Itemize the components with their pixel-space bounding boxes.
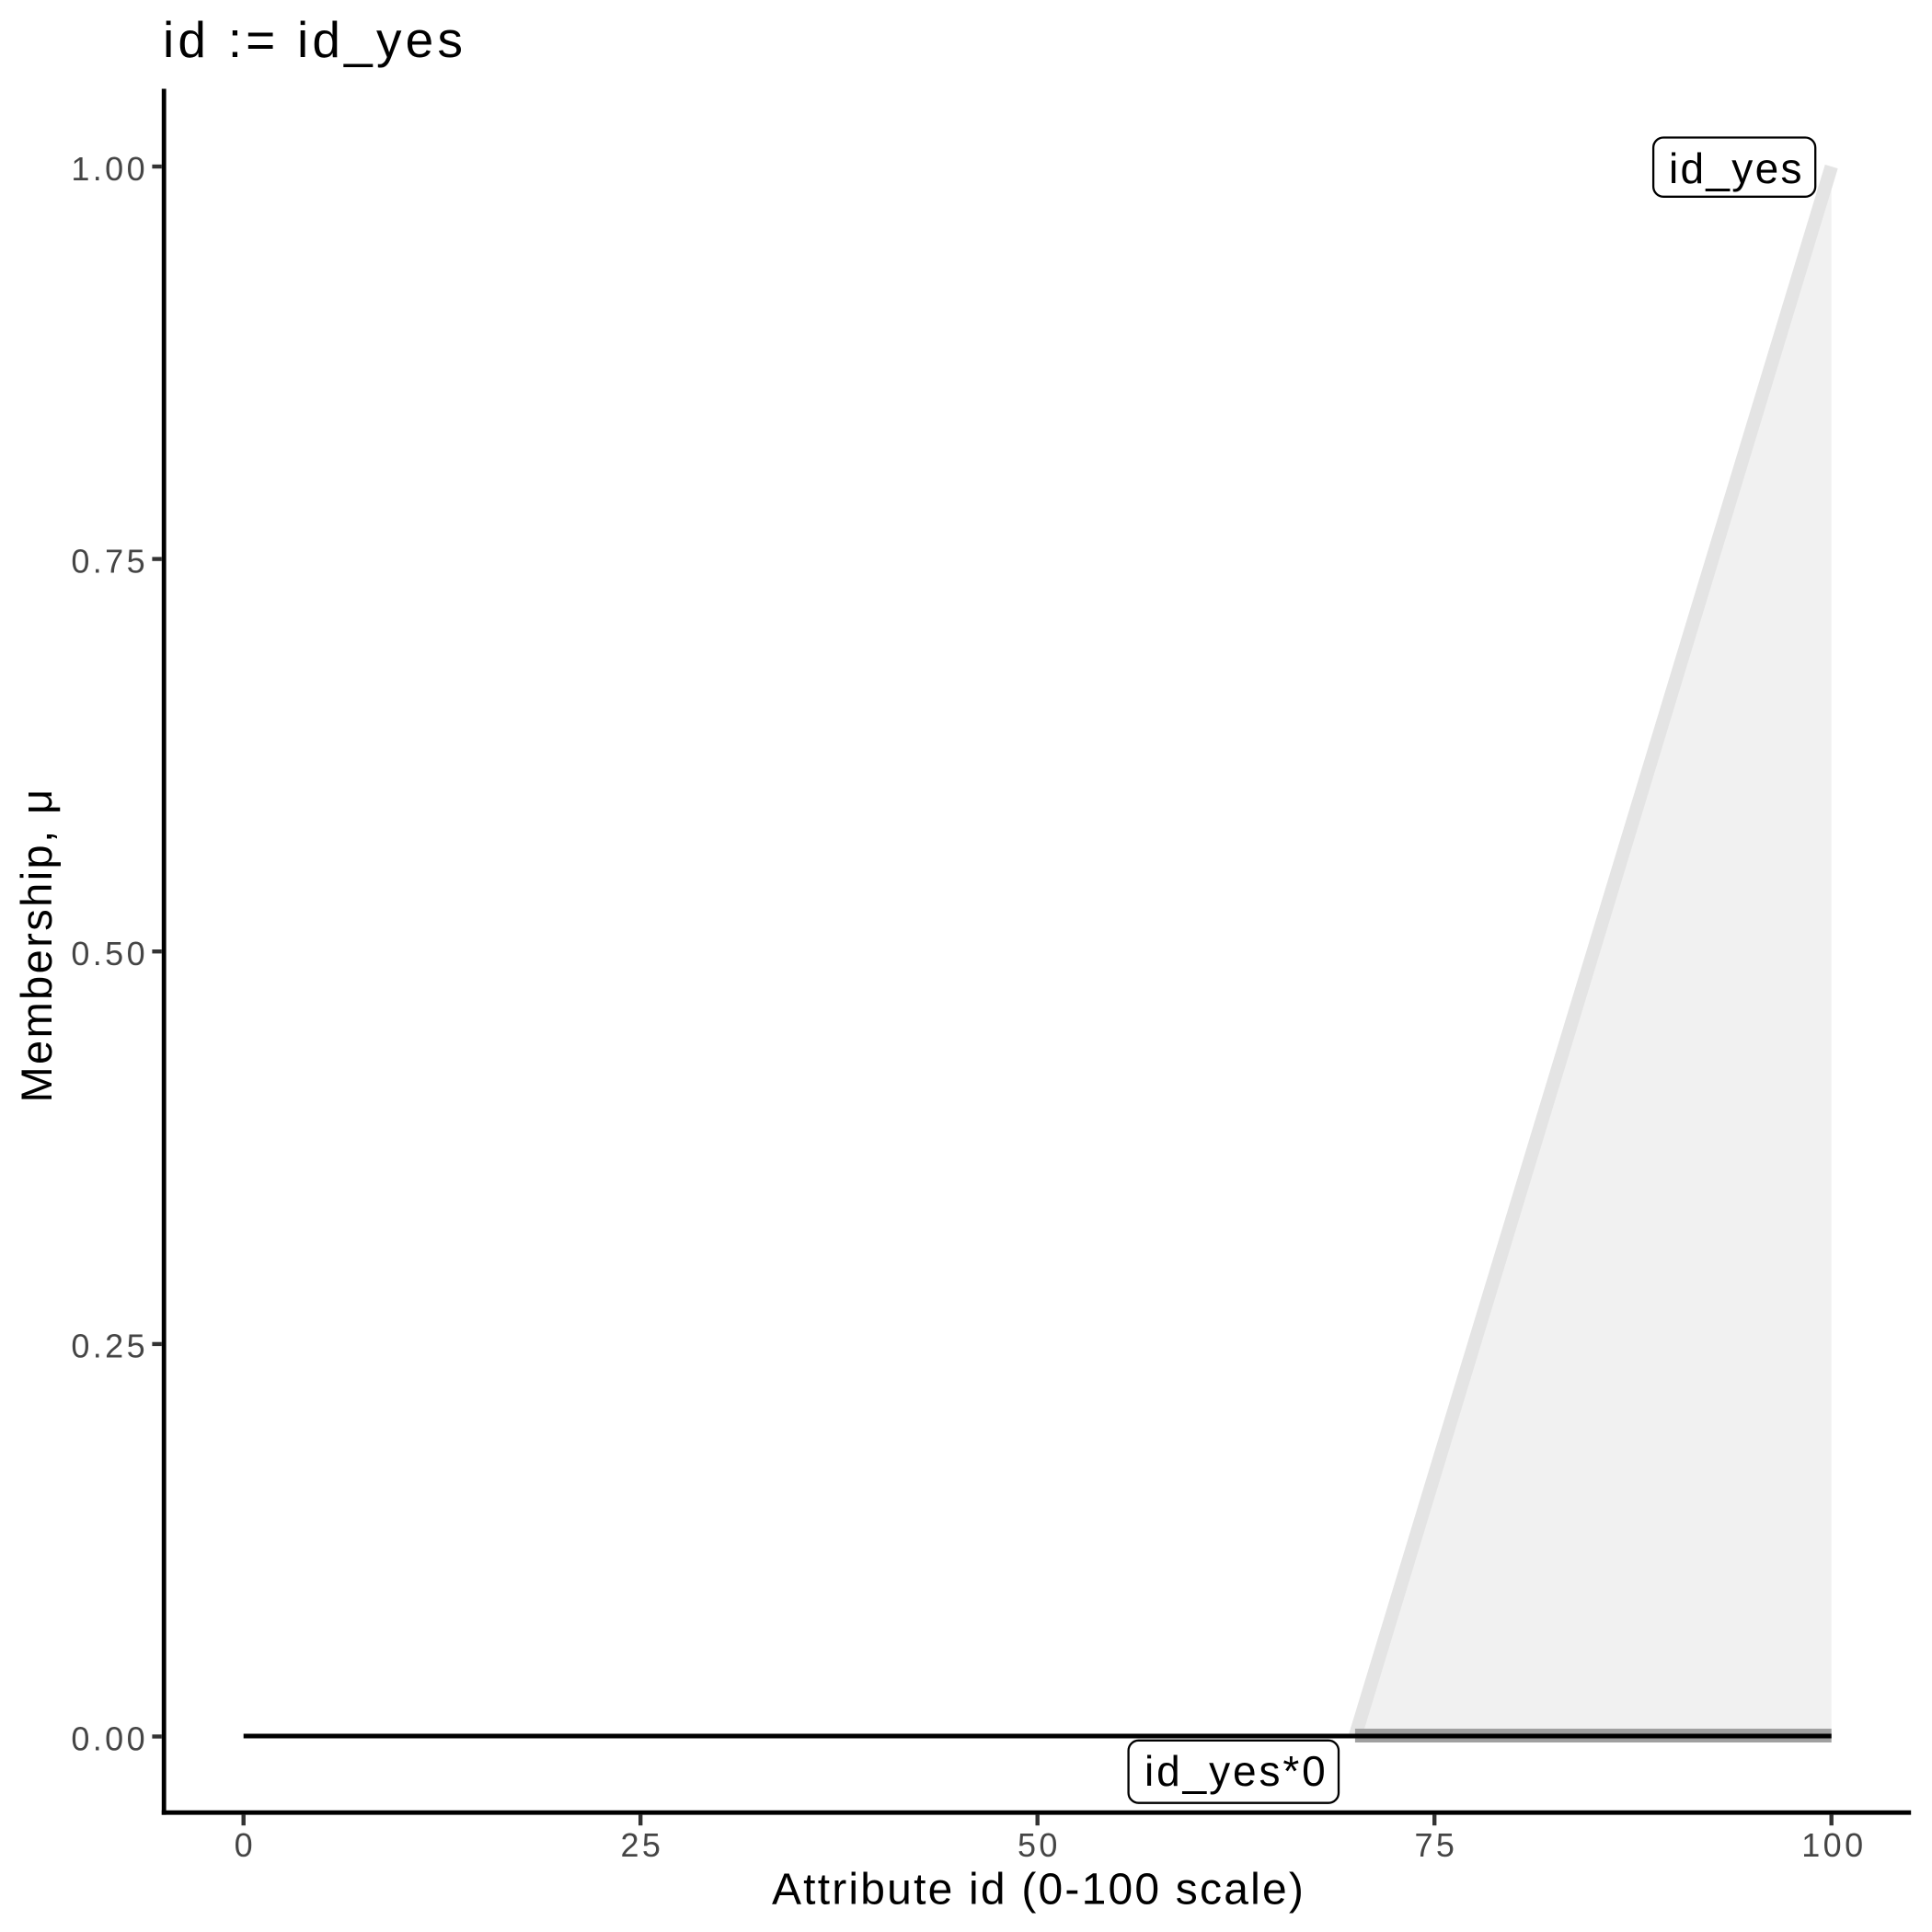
svg-text:id := id_yes: id := id_yes bbox=[163, 11, 466, 68]
svg-text:75: 75 bbox=[1414, 1826, 1457, 1864]
svg-text:0: 0 bbox=[235, 1826, 253, 1864]
svg-text:0.25: 0.25 bbox=[71, 1328, 148, 1365]
svg-text:25: 25 bbox=[620, 1826, 663, 1864]
svg-text:50: 50 bbox=[1018, 1826, 1061, 1864]
svg-text:Attribute id (0-100 scale): Attribute id (0-100 scale) bbox=[772, 1866, 1305, 1915]
svg-text:0.00: 0.00 bbox=[71, 1719, 148, 1757]
svg-text:id_yes: id_yes bbox=[1669, 144, 1804, 192]
svg-text:id_yes*0: id_yes*0 bbox=[1144, 1747, 1328, 1795]
svg-text:0.75: 0.75 bbox=[71, 542, 148, 580]
svg-text:1.00: 1.00 bbox=[71, 150, 148, 188]
svg-text:0.50: 0.50 bbox=[71, 935, 148, 972]
svg-text:Membership, μ: Membership, μ bbox=[12, 788, 61, 1103]
svg-text:100: 100 bbox=[1801, 1826, 1866, 1864]
